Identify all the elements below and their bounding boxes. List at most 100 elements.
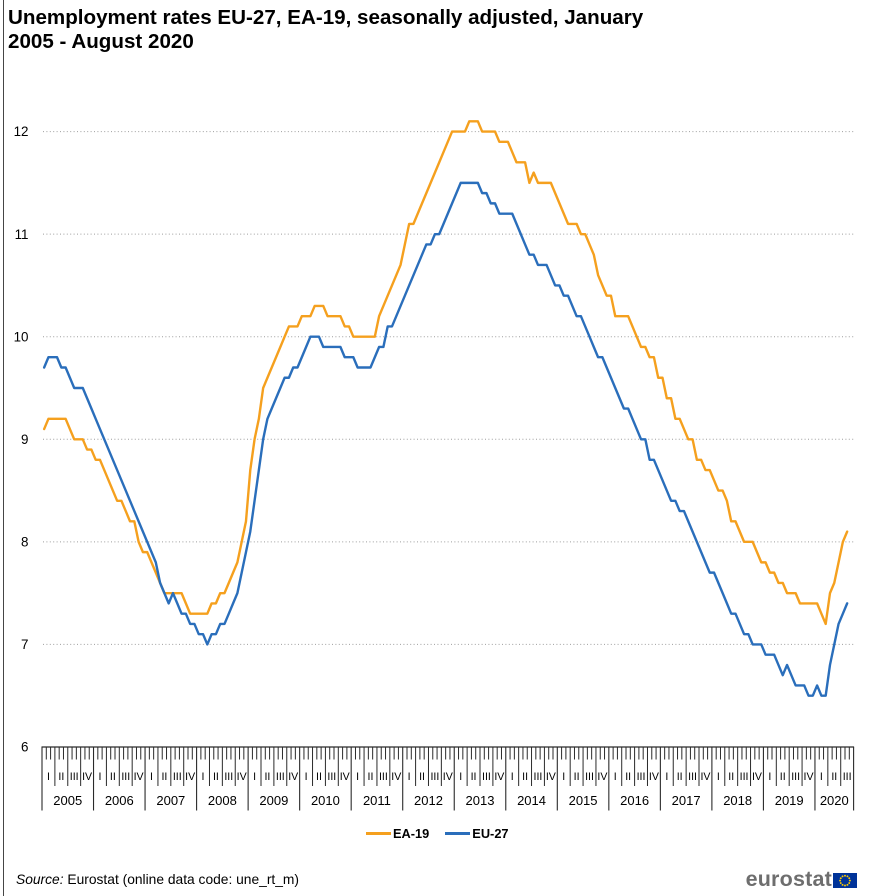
quarter-label: I xyxy=(562,771,565,783)
quarter-label: II xyxy=(574,771,580,783)
year-label-2010: 2010 xyxy=(311,793,340,808)
quarter-label: IV xyxy=(443,771,454,783)
y-axis-label-7: 7 xyxy=(21,637,28,652)
legend-label: EA-19 xyxy=(393,826,430,841)
quarter-label: III xyxy=(224,771,233,783)
quarter-label: IV xyxy=(134,771,145,783)
source-text: Eurostat (online data code: une_rt_m) xyxy=(63,872,300,887)
chart-title: Unemployment rates EU-27, EA-19, seasona… xyxy=(8,6,643,54)
quarter-label: I xyxy=(459,771,462,783)
quarter-label: II xyxy=(522,771,528,783)
source-label: Source: xyxy=(16,872,64,887)
legend-item-ea-19[interactable]: EA-19 xyxy=(366,827,429,840)
y-axis-label-10: 10 xyxy=(14,329,29,344)
quarter-label: I xyxy=(150,771,153,783)
quarter-label: III xyxy=(482,771,491,783)
quarter-label: I xyxy=(202,771,205,783)
quarter-label: II xyxy=(471,771,477,783)
quarter-label: I xyxy=(408,771,411,783)
y-axis-label-8: 8 xyxy=(21,534,28,549)
y-axis-label-12: 12 xyxy=(14,124,29,139)
year-label-2018: 2018 xyxy=(723,793,752,808)
year-label-2005: 2005 xyxy=(53,793,82,808)
quarter-label: IV xyxy=(597,771,608,783)
quarter-label: III xyxy=(70,771,79,783)
year-label-2014: 2014 xyxy=(517,793,546,808)
legend-swatch-eu27 xyxy=(445,832,471,835)
series-line-eu-27 xyxy=(42,181,849,697)
quarter-label: II xyxy=(728,771,734,783)
legend-item-eu-27[interactable]: EU-27 xyxy=(445,826,509,841)
series-line-ea-19 xyxy=(42,120,849,626)
quarter-label: IV xyxy=(340,771,351,783)
year-label-2013: 2013 xyxy=(466,793,495,808)
quarter-label: II xyxy=(368,771,374,783)
quarter-label: II xyxy=(677,771,683,783)
year-label-2006: 2006 xyxy=(105,793,134,808)
eu-flag-icon xyxy=(833,872,857,888)
y-axis-label-9: 9 xyxy=(21,432,28,447)
page-left-border xyxy=(2,0,4,896)
quarter-label: III xyxy=(327,771,336,783)
quarter-label: II xyxy=(58,771,64,783)
year-label-2007: 2007 xyxy=(156,793,185,808)
legend-label: EU-27 xyxy=(472,826,509,841)
year-label-2019: 2019 xyxy=(775,793,804,808)
quarter-label: III xyxy=(379,771,388,783)
eurostat-logo: eurostat xyxy=(740,867,857,891)
quarter-label: I xyxy=(820,771,823,783)
quarter-label: I xyxy=(47,771,50,783)
quarter-label: III xyxy=(173,771,182,783)
quarter-label: I xyxy=(665,771,668,783)
quarter-label: III xyxy=(534,771,543,783)
quarter-label: III xyxy=(276,771,285,783)
quarter-label: II xyxy=(264,771,270,783)
quarter-label: II xyxy=(419,771,425,783)
quarter-label: II xyxy=(625,771,631,783)
quarter-label: III xyxy=(637,771,646,783)
chart-title-line1: Unemployment rates EU-27, EA-19, seasona… xyxy=(8,6,644,29)
quarter-label: IV xyxy=(804,771,815,783)
year-label-2020: 2020 xyxy=(820,793,849,808)
legend-swatch-ea19 xyxy=(366,832,391,835)
quarter-label: IV xyxy=(494,771,505,783)
quarter-label: IV xyxy=(700,771,711,783)
chart-title-line2: 2005 - August 2020 xyxy=(8,30,194,53)
year-label-2009: 2009 xyxy=(259,793,288,808)
quarter-label: II xyxy=(213,771,219,783)
y-axis-label-6: 6 xyxy=(21,740,28,755)
quarter-label: II xyxy=(110,771,116,783)
quarter-label: I xyxy=(253,771,256,783)
quarter-label: I xyxy=(511,771,514,783)
quarter-label: I xyxy=(98,771,101,783)
quarter-label: III xyxy=(430,771,439,783)
quarter-label: III xyxy=(843,771,852,783)
quarter-label: IV xyxy=(288,771,299,783)
quarter-label: II xyxy=(780,771,786,783)
year-label-2008: 2008 xyxy=(208,793,237,808)
quarter-label: III xyxy=(740,771,749,783)
eurostat-logo-text: eurostat xyxy=(745,867,832,891)
quarter-label: IV xyxy=(546,771,557,783)
year-label-2012: 2012 xyxy=(414,793,443,808)
year-label-2016: 2016 xyxy=(620,793,649,808)
quarter-label: II xyxy=(831,771,837,783)
quarter-label: II xyxy=(316,771,322,783)
quarter-label: III xyxy=(121,771,130,783)
quarter-label: I xyxy=(356,771,359,783)
year-label-2017: 2017 xyxy=(672,793,701,808)
quarter-label: III xyxy=(791,771,800,783)
y-axis-label-11: 11 xyxy=(15,227,29,242)
quarter-label: III xyxy=(688,771,697,783)
quarter-label: I xyxy=(614,771,617,783)
quarter-label: III xyxy=(585,771,594,783)
quarter-label: II xyxy=(161,771,167,783)
source-note: Source: Eurostat (online data code: une_… xyxy=(16,871,299,888)
quarter-label: I xyxy=(305,771,308,783)
quarter-label: IV xyxy=(649,771,660,783)
year-label-2011: 2011 xyxy=(363,793,391,808)
quarter-label: IV xyxy=(752,771,763,783)
year-label-2015: 2015 xyxy=(569,793,598,808)
